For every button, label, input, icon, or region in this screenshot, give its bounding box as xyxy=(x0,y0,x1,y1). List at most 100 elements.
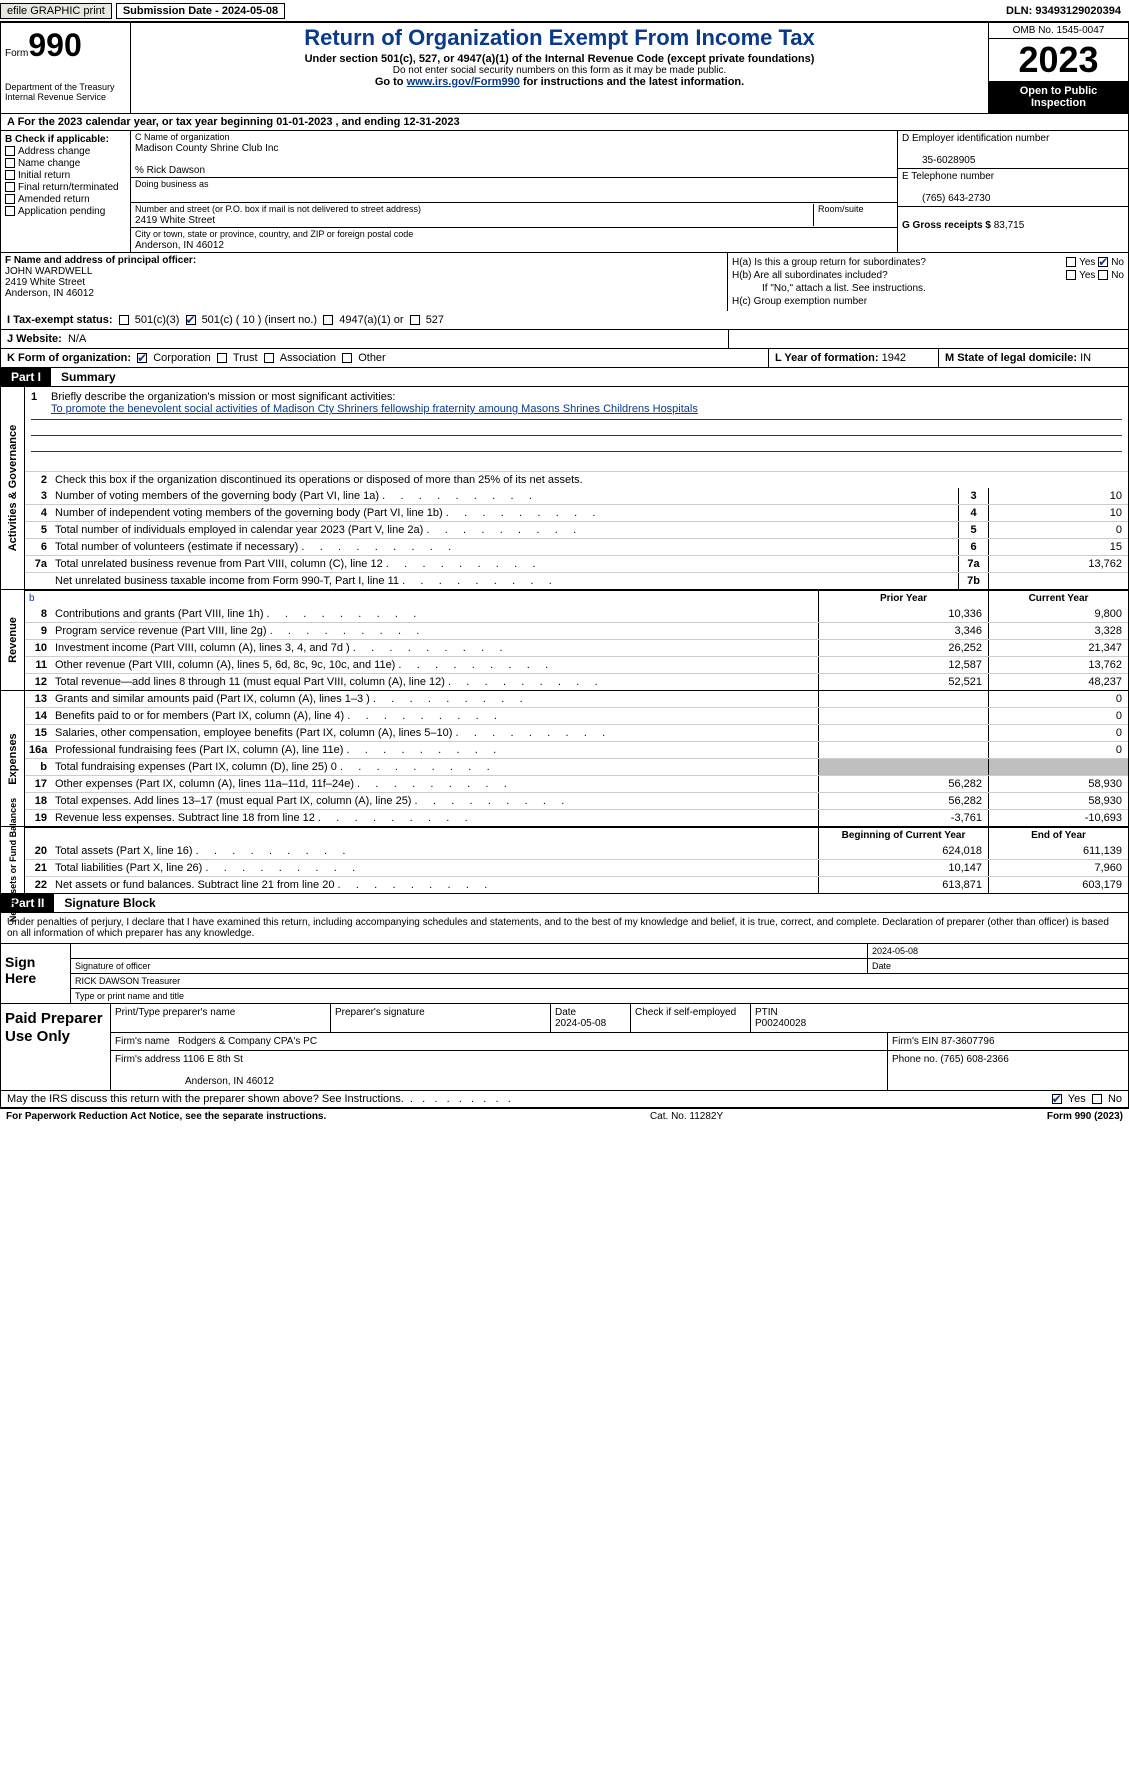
block-b-c-d: B Check if applicable: Address changeNam… xyxy=(0,131,1129,252)
line-9-desc: Program service revenue (Part VIII, line… xyxy=(51,623,818,639)
org-name: Madison County Shrine Club Inc xyxy=(135,143,278,154)
part-1-label: Part I xyxy=(1,368,51,386)
row-k: K Form of organization: Corporation Trus… xyxy=(0,349,1129,368)
page-footer: For Paperwork Reduction Act Notice, see … xyxy=(0,1108,1129,1124)
line-7b-val xyxy=(988,573,1128,589)
line-6-desc: Total number of volunteers (estimate if … xyxy=(51,539,958,555)
row-j: J Website: N/A xyxy=(0,330,1129,349)
line-9-current: 3,328 xyxy=(988,623,1128,639)
box-b-check-0[interactable] xyxy=(5,146,15,156)
form-year-box: OMB No. 1545-0047 2023 Open to Public In… xyxy=(988,23,1128,113)
line-b-prior xyxy=(818,759,988,775)
line-10-prior: 26,252 xyxy=(818,640,988,656)
city-value: Anderson, IN 46012 xyxy=(135,240,224,251)
addr-value: 2419 White Street xyxy=(135,215,215,226)
discuss-yes-checkbox[interactable] xyxy=(1052,1094,1062,1104)
hb-label: H(b) Are all subordinates included? xyxy=(732,270,888,281)
line-22-prior: 613,871 xyxy=(818,877,988,893)
box-b-label: B Check if applicable: xyxy=(5,134,126,145)
firm-name-label: Firm's name xyxy=(115,1036,170,1047)
paperwork-notice: For Paperwork Reduction Act Notice, see … xyxy=(6,1111,326,1122)
efile-button[interactable]: efile GRAPHIC print xyxy=(0,3,112,19)
firm-name-value: Rodgers & Company CPA's PC xyxy=(178,1036,317,1047)
line-17-current: 58,930 xyxy=(988,776,1128,792)
ha-no-checkbox[interactable] xyxy=(1098,257,1108,267)
officer-addr1: 2419 White Street xyxy=(5,277,85,288)
begin-year-hdr: Beginning of Current Year xyxy=(818,828,988,843)
form-page-ref: Form 990 (2023) xyxy=(1047,1111,1123,1122)
corp-checkbox[interactable] xyxy=(137,353,147,363)
mission-answer: To promote the benevolent social activit… xyxy=(51,403,1122,415)
box-b-check-5[interactable] xyxy=(5,206,15,216)
box-b-item-3: Final return/terminated xyxy=(18,182,119,193)
box-b-check-3[interactable] xyxy=(5,182,15,192)
line-21-desc: Total liabilities (Part X, line 26) xyxy=(51,860,818,876)
form-subtitle-2: Do not enter social security numbers on … xyxy=(137,65,982,76)
form-word: Form xyxy=(5,48,28,59)
ptin-label: PTIN xyxy=(755,1007,778,1018)
box-b-check-1[interactable] xyxy=(5,158,15,168)
line-13-desc: Grants and similar amounts paid (Part IX… xyxy=(51,691,818,707)
discuss-no-checkbox[interactable] xyxy=(1092,1094,1102,1104)
ha-yes-checkbox[interactable] xyxy=(1066,257,1076,267)
discuss-question: May the IRS discuss this return with the… xyxy=(7,1093,404,1105)
ein-value: 35-6028905 xyxy=(902,155,975,166)
line-7b-box: 7b xyxy=(958,573,988,589)
hb-no-checkbox[interactable] xyxy=(1098,270,1108,280)
line-19-current: -10,693 xyxy=(988,810,1128,826)
date-label: Date xyxy=(868,959,1128,973)
line-8-num: 8 xyxy=(25,606,51,622)
line-12-num: 12 xyxy=(25,674,51,690)
4947-checkbox[interactable] xyxy=(323,315,333,325)
gross-label: G Gross receipts $ xyxy=(902,220,991,231)
501c3-checkbox[interactable] xyxy=(119,315,129,325)
netassets-section: Net Assets or Fund Balances Beginning of… xyxy=(0,827,1129,894)
other-checkbox[interactable] xyxy=(342,353,352,363)
line-11-desc: Other revenue (Part VIII, column (A), li… xyxy=(51,657,818,673)
officer-addr2: Anderson, IN 46012 xyxy=(5,288,94,299)
assoc-checkbox[interactable] xyxy=(264,353,274,363)
box-f: F Name and address of principal officer:… xyxy=(1,253,728,311)
line-2-num: 2 xyxy=(25,472,51,488)
tel-label: E Telephone number xyxy=(902,171,994,182)
line-12-prior: 52,521 xyxy=(818,674,988,690)
hb-yes-checkbox[interactable] xyxy=(1066,270,1076,280)
ha-label: H(a) Is this a group return for subordin… xyxy=(732,257,926,268)
ein-label: D Employer identification number xyxy=(902,133,1049,144)
line-11-num: 11 xyxy=(25,657,51,673)
box-b-check-4[interactable] xyxy=(5,194,15,204)
501c-checkbox[interactable] xyxy=(186,315,196,325)
omb-number: OMB No. 1545-0047 xyxy=(989,23,1128,39)
527-checkbox[interactable] xyxy=(410,315,420,325)
part-2-header: Part II Signature Block xyxy=(0,894,1129,913)
box-c: C Name of organizationMadison County Shr… xyxy=(131,131,898,252)
year-formation: 1942 xyxy=(882,352,906,364)
box-b-check-2[interactable] xyxy=(5,170,15,180)
line-3-desc: Number of voting members of the governin… xyxy=(51,488,958,504)
line-3-box: 3 xyxy=(958,488,988,504)
line-20-current: 611,139 xyxy=(988,843,1128,859)
line-20-prior: 624,018 xyxy=(818,843,988,859)
dln: DLN: 93493129020394 xyxy=(1006,5,1129,17)
line-12-current: 48,237 xyxy=(988,674,1128,690)
line-4-num: 4 xyxy=(25,505,51,521)
firm-ein-label: Firm's EIN xyxy=(892,1036,938,1047)
line-10-current: 21,347 xyxy=(988,640,1128,656)
line-17-num: 17 xyxy=(25,776,51,792)
line-11-current: 13,762 xyxy=(988,657,1128,673)
mission-question: Briefly describe the organization's miss… xyxy=(51,391,395,403)
line-22-current: 603,179 xyxy=(988,877,1128,893)
irs-link[interactable]: www.irs.gov/Form990 xyxy=(407,76,520,88)
line-18-prior: 56,282 xyxy=(818,793,988,809)
officer-name: JOHN WARDWELL xyxy=(5,266,92,277)
prior-year-hdr: Prior Year xyxy=(818,591,988,606)
trust-checkbox[interactable] xyxy=(217,353,227,363)
line-17-desc: Other expenses (Part IX, column (A), lin… xyxy=(51,776,818,792)
box-b-item-1: Name change xyxy=(18,158,80,169)
website-label: J Website: xyxy=(7,333,62,345)
form-title-box: Return of Organization Exempt From Incom… xyxy=(131,23,988,113)
line-8-prior: 10,336 xyxy=(818,606,988,622)
open-inspection: Open to Public Inspection xyxy=(989,81,1128,113)
line-7a-num: 7a xyxy=(25,556,51,572)
line-16a-desc: Professional fundraising fees (Part IX, … xyxy=(51,742,818,758)
